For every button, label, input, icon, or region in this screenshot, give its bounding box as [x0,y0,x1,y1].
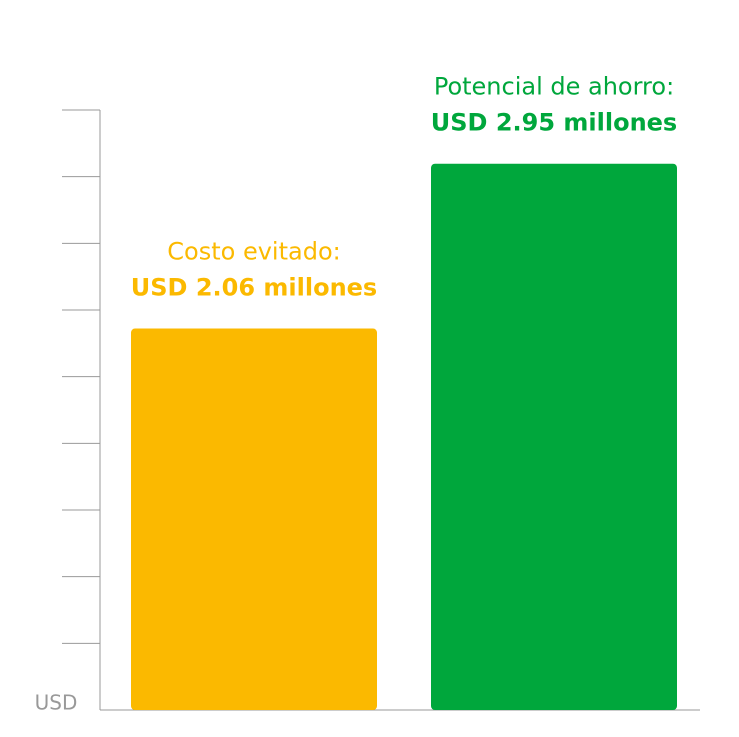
value-label: USD 2.06 millones [131,274,377,302]
category-label: Costo evitado: [167,238,340,266]
bar [131,328,377,710]
value-label: USD 2.95 millones [431,109,677,137]
bar [431,163,677,710]
y-axis-label: USD [35,691,78,715]
category-label: Potencial de ahorro: [434,73,674,101]
